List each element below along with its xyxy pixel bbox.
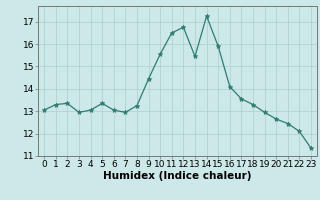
X-axis label: Humidex (Indice chaleur): Humidex (Indice chaleur): [103, 171, 252, 181]
